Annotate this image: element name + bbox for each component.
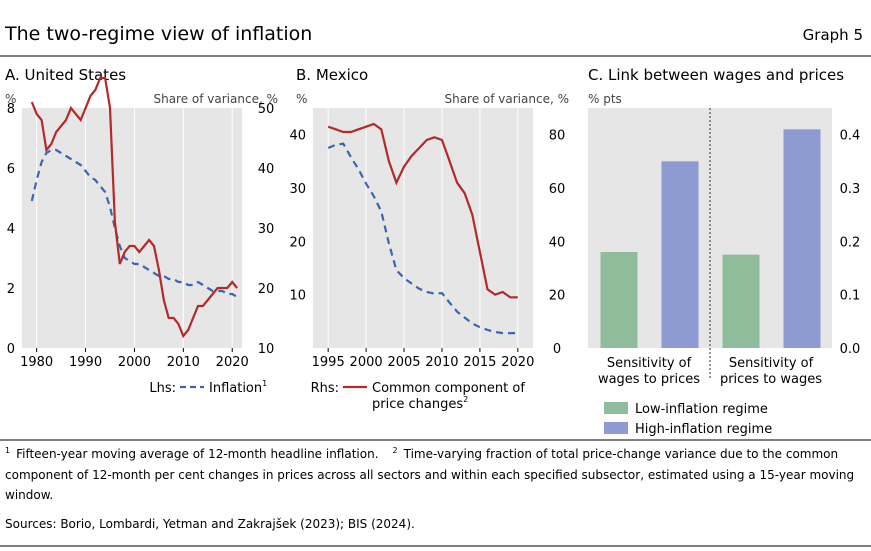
a-right-tick-label: 40 <box>258 162 275 177</box>
panel-a-gridlines <box>36 108 233 348</box>
panel-b-gridlines <box>327 108 519 348</box>
b-x-tick-label: 2015 <box>463 355 496 370</box>
panel-c-y-tick-label: 0.2 <box>840 235 861 250</box>
panel-a-legend-prefix: Lhs: <box>149 381 176 396</box>
b-right-tick-label: 60 <box>549 182 566 197</box>
b-right-tick-label: 0 <box>553 342 561 357</box>
panel-c-y-ticks: 0.0 0.1 0.2 0.3 0.4 <box>840 129 861 357</box>
panel-a-right-ticks: 10 20 30 40 50 <box>258 102 275 357</box>
b-x-tick-label: 1995 <box>312 355 345 370</box>
panel-a: A. United States % Share of variance, % … <box>5 66 278 396</box>
footnote-line-3: window. <box>5 488 53 502</box>
panel-b-right-ticks: 0 20 40 60 80 <box>549 129 566 357</box>
panel-b-plot-area <box>313 108 533 348</box>
footnote-line-1: 1 Fifteen-year moving average of 12-month… <box>5 446 838 461</box>
legend-low-inflation-swatch <box>604 402 628 414</box>
panel-b-legend: Rhs: Common component of price changes2 <box>311 381 526 412</box>
panel-c: C. Link between wages and prices % pts 0… <box>588 66 860 437</box>
b-x-tick-label: 2000 <box>350 355 383 370</box>
a-x-tick-label: 1990 <box>69 355 102 370</box>
b-x-tick-label: 2005 <box>387 355 420 370</box>
bar-high-inflation-prices-to-wages <box>783 129 821 348</box>
panel-c-category-label: Sensitivity of <box>607 356 692 371</box>
panel-c-category-label: Sensitivity of <box>729 356 814 371</box>
panel-a-plot-area <box>22 108 242 348</box>
panel-c-y-tick-label: 0.1 <box>840 289 861 304</box>
a-x-tick-label: 1980 <box>20 355 53 370</box>
a-left-tick-label: 0 <box>7 342 15 357</box>
panel-c-y-tick-label: 0.0 <box>840 342 861 357</box>
panel-a-title: A. United States <box>5 66 126 84</box>
a-left-tick-label: 2 <box>7 282 15 297</box>
panel-b-left-ticks: 10 20 30 40 <box>289 129 306 304</box>
panel-c-left-unit: % pts <box>588 92 622 106</box>
b-x-tick-label: 2010 <box>425 355 458 370</box>
panel-c-y-tick-label: 0.4 <box>840 129 861 144</box>
a-right-tick-label: 50 <box>258 102 275 117</box>
footnote-line-2: component of 12-month per cent changes i… <box>5 468 854 482</box>
b-left-tick-label: 30 <box>289 182 306 197</box>
b-right-tick-label: 80 <box>549 129 566 144</box>
panel-c-y-tick-label: 0.3 <box>840 182 861 197</box>
panel-c-category-label: prices to wages <box>720 372 822 387</box>
bar-high-inflation-wages-to-prices <box>661 161 699 348</box>
panel-b-x-ticks: 1995 2000 2005 2010 2015 2020 <box>312 348 534 370</box>
b-right-tick-label: 20 <box>549 289 566 304</box>
panel-b-right-unit: Share of variance, % <box>444 92 569 106</box>
a-left-tick-label: 6 <box>7 162 15 177</box>
panel-b: B. Mexico % Share of variance, % 10 20 30 4… <box>289 66 569 412</box>
b-left-tick-label: 40 <box>289 129 306 144</box>
a-x-tick-label: 2000 <box>118 355 151 370</box>
panel-b-common-component-line <box>327 122 518 299</box>
panel-b-title: B. Mexico <box>296 66 368 84</box>
panel-c-bars <box>600 129 821 348</box>
graph-label: Graph 5 <box>803 26 863 44</box>
bar-low-inflation-prices-to-wages <box>722 254 760 348</box>
bar-low-inflation-wages-to-prices <box>600 252 638 348</box>
a-right-tick-label: 20 <box>258 282 275 297</box>
figure-title: The two-regime view of inflation <box>4 23 312 45</box>
panel-a-legend: Lhs: Inflation1 <box>149 379 267 396</box>
legend-high-inflation-label: High-inflation regime <box>635 422 772 437</box>
b-left-tick-label: 10 <box>289 289 306 304</box>
panel-a-common-component-line <box>30 76 238 339</box>
b-x-tick-label: 2020 <box>501 355 534 370</box>
panel-b-inflation-line <box>327 142 518 335</box>
panel-c-title: C. Link between wages and prices <box>588 66 844 84</box>
a-right-tick-label: 10 <box>258 342 275 357</box>
panel-c-category-label: wages to prices <box>598 372 700 387</box>
panel-b-legend-label-line2: price changes2 <box>372 395 468 412</box>
panel-a-x-ticks: 1980 1990 2000 2010 2020 <box>20 348 249 370</box>
panel-b-legend-label-line1: Common component of <box>372 381 525 396</box>
legend-high-inflation-swatch <box>604 422 628 434</box>
panel-a-inflation-line <box>30 148 238 298</box>
footnotes: 1 Fifteen-year moving average of 12-month… <box>5 446 854 531</box>
panel-a-left-ticks: 0 2 4 6 8 <box>7 102 15 357</box>
sources: Sources: Borio, Lombardi, Yetman and Zak… <box>5 517 415 531</box>
panel-a-left-unit: % <box>5 92 16 106</box>
a-right-tick-label: 30 <box>258 222 275 237</box>
b-right-tick-label: 40 <box>549 235 566 250</box>
a-left-tick-label: 4 <box>7 222 15 237</box>
legend-low-inflation-label: Low-inflation regime <box>635 402 768 417</box>
a-x-tick-label: 2020 <box>216 355 249 370</box>
panel-a-right-unit: Share of variance, % <box>153 92 278 106</box>
a-x-tick-label: 2010 <box>167 355 200 370</box>
panel-c-legend: Low-inflation regime High-inflation regi… <box>604 402 772 437</box>
panel-b-left-unit: % <box>296 92 307 106</box>
panel-a-legend-label: Inflation1 <box>209 379 267 396</box>
a-left-tick-label: 8 <box>7 102 15 117</box>
b-left-tick-label: 20 <box>289 235 306 250</box>
panel-b-legend-prefix: Rhs: <box>311 381 339 396</box>
